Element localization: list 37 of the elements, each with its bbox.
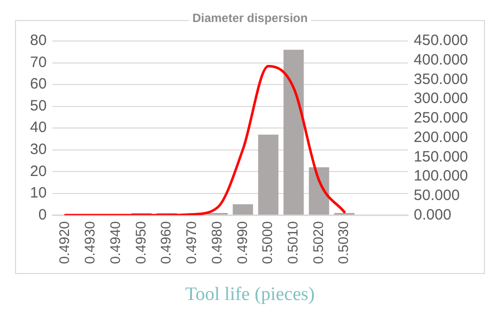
y2-tick-label: 350.000 [414, 70, 468, 88]
x-tick-label: 0.5000 [259, 220, 276, 264]
x-tick-label: 0.4940 [106, 220, 123, 264]
x-tick-label: 0.5020 [310, 220, 326, 264]
y2-tick-label: 250.000 [414, 110, 468, 127]
y2-tick-label: 400.000 [414, 51, 468, 68]
x-tick-label: 0.5010 [284, 220, 300, 264]
y2-tick-label: 300.000 [414, 90, 468, 108]
x-tick-label: 0.4930 [82, 220, 98, 264]
y2-tick-label: 450.000 [414, 32, 468, 50]
y-tick-label: 10 [30, 184, 47, 202]
chart-title: Diameter dispersion [189, 11, 311, 25]
y2-tick-label: 200.000 [414, 128, 468, 146]
y2-tick-label: 0.000 [414, 206, 452, 224]
y2-tick-label: 150.000 [414, 148, 468, 166]
y-tick-label: 80 [30, 32, 47, 50]
x-tick-label: 0.5030 [335, 220, 352, 264]
bar [258, 134, 278, 215]
x-tick-label: 0.4920 [56, 220, 72, 264]
x-tick-label: 0.4990 [234, 220, 250, 264]
y2-tick-label: 100.000 [414, 168, 468, 185]
x-tick-label: 0.4980 [208, 220, 224, 264]
y-tick-label: 0 [38, 206, 47, 224]
y-tick-label: 20 [30, 162, 47, 180]
x-axis-title: Tool life (pieces) [184, 284, 316, 306]
y-tick-label: 30 [30, 141, 47, 158]
y2-tick-label: 50.000 [414, 186, 460, 204]
y-tick-label: 40 [30, 119, 47, 136]
bar [232, 204, 254, 215]
x-tick-label: 0.4970 [183, 220, 200, 264]
x-tick-label: 0.4960 [158, 220, 174, 264]
bar [283, 50, 304, 215]
y-tick-label: 50 [30, 97, 47, 114]
y-tick-label: 70 [30, 54, 47, 71]
y-tick-label: 60 [30, 76, 47, 93]
line-series [64, 64, 346, 216]
x-tick-label: 0.4950 [132, 220, 148, 264]
